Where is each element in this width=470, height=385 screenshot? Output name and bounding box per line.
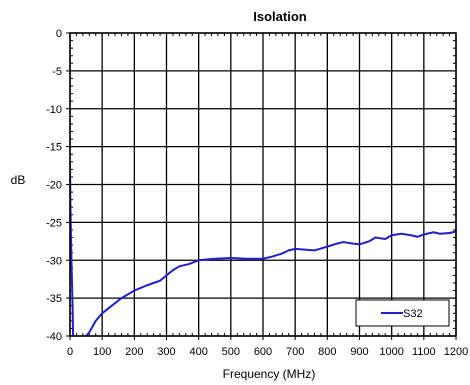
- y-tick-label: 0: [56, 28, 62, 40]
- y-axis-label: dB: [11, 173, 26, 187]
- x-tick-label: 300: [157, 346, 175, 358]
- y-tick-label: -25: [46, 217, 62, 229]
- series-layer: [70, 161, 456, 336]
- y-tick-label: -5: [52, 66, 62, 78]
- x-tick-label: 100: [93, 346, 111, 358]
- plot-frame: [69, 32, 457, 337]
- legend: S32: [355, 299, 450, 327]
- y-tick-label: -40: [46, 331, 62, 343]
- x-axis-ticks: 0 100 200 300 400 500 600 700 800 900 1000 1100 1200: [67, 33, 468, 358]
- x-tick-label: 400: [189, 346, 207, 358]
- y-tick-label: -15: [46, 142, 62, 154]
- x-tick-label: 500: [222, 346, 240, 358]
- x-tick-label: 1100: [412, 346, 436, 358]
- x-tick-label: 800: [318, 346, 336, 358]
- x-tick-label: 200: [125, 346, 143, 358]
- x-tick-label: 1000: [379, 346, 403, 358]
- series-line-s32: [70, 161, 456, 336]
- legend-label-s32: S32: [403, 308, 423, 320]
- y-tick-label: -20: [46, 180, 62, 192]
- y-axis-ticks: 0 -5 -10 -15 -20 -25 -30 -35 -40: [46, 28, 456, 343]
- x-axis-label: Frequency (MHz): [223, 367, 316, 381]
- chart-title: Isolation: [253, 9, 307, 24]
- x-tick-label: 700: [286, 346, 304, 358]
- x-tick-label: 0: [67, 346, 73, 358]
- x-tick-label: 900: [350, 346, 368, 358]
- x-tick-label: 1200: [444, 346, 468, 358]
- y-tick-label: -35: [46, 293, 62, 305]
- grid-lines: [69, 32, 457, 337]
- x-tick-label: 600: [254, 346, 272, 358]
- y-tick-label: -10: [46, 104, 62, 116]
- y-tick-label: -30: [46, 255, 62, 267]
